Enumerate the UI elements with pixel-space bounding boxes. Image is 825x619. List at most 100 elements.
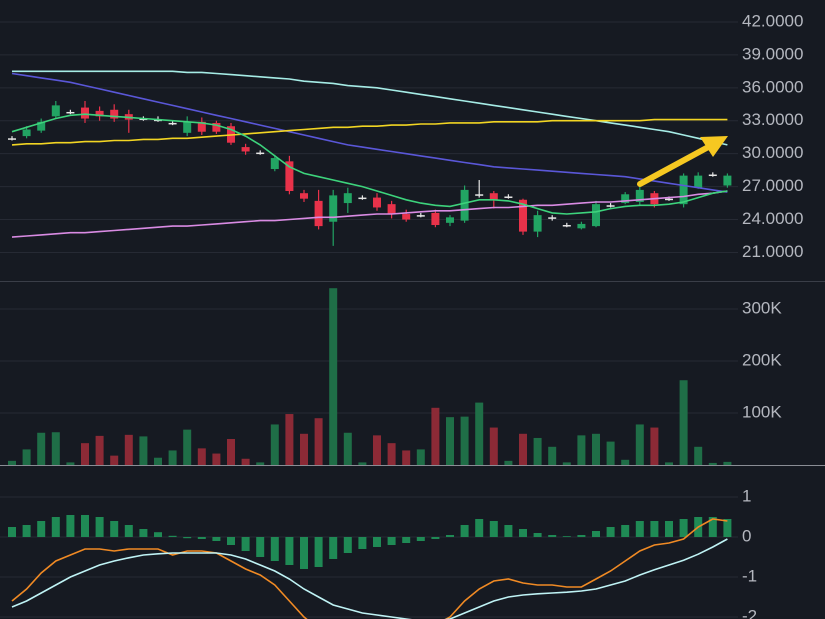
volume-bar xyxy=(489,427,498,465)
volume-bar xyxy=(124,434,133,465)
macd-histogram-bar xyxy=(139,529,148,537)
volume-bar xyxy=(416,449,425,465)
candle-body xyxy=(460,189,469,221)
macd-histogram-bar xyxy=(81,515,89,537)
candle-body xyxy=(314,200,323,227)
volume-bar xyxy=(592,433,600,465)
line-series xyxy=(11,518,728,619)
volume-bar xyxy=(621,459,630,465)
macd-histogram-bar xyxy=(168,535,177,537)
macd-histogram-bar xyxy=(460,525,469,537)
macd-histogram-bar xyxy=(416,537,425,541)
y-tick-label: -1 xyxy=(742,566,757,585)
candle-body xyxy=(533,215,542,232)
candle-body xyxy=(285,161,294,191)
volume-bar xyxy=(358,462,367,465)
candle-body xyxy=(22,129,31,137)
macd-histogram-bar xyxy=(154,532,162,537)
macd-histogram-bar xyxy=(723,519,732,537)
y-tick-label: 24.0000 xyxy=(742,209,803,228)
volume-bar xyxy=(694,446,703,465)
candle-body xyxy=(402,214,411,220)
macd-histogram-bar xyxy=(285,537,294,565)
macd-histogram-bar xyxy=(533,533,542,537)
y-tick-label: 300K xyxy=(742,298,782,317)
macd-histogram-bar xyxy=(329,537,338,559)
volume-bar xyxy=(110,455,119,465)
macd-histogram-bar xyxy=(446,535,454,537)
y-tick-label: 33.0000 xyxy=(742,110,803,129)
candle-body xyxy=(270,158,279,170)
candle-body xyxy=(431,212,440,226)
y-tick-label: 36.0000 xyxy=(742,77,803,96)
macd-histogram-bar xyxy=(8,527,16,537)
volume-bar xyxy=(548,446,557,465)
volume-bar xyxy=(665,462,673,465)
macd-histogram-bar xyxy=(548,535,557,537)
volume-bar xyxy=(95,435,104,465)
macd-histogram-bar xyxy=(124,525,133,537)
volume-bar xyxy=(519,433,527,465)
y-tick-label: 39.0000 xyxy=(742,44,803,63)
macd-histogram-bar xyxy=(475,519,484,537)
candle-body xyxy=(197,121,206,132)
candle-body xyxy=(635,189,644,202)
macd-histogram-bar xyxy=(197,537,206,539)
macd-histogram-bar xyxy=(314,537,323,567)
y-tick-label: 30.0000 xyxy=(742,143,803,162)
volume-bar xyxy=(533,437,542,465)
trend-arrow xyxy=(637,136,728,187)
volume-bar xyxy=(8,460,16,465)
volume-bar xyxy=(139,436,148,465)
macd-histogram-bar xyxy=(183,537,192,539)
candle-body xyxy=(241,147,250,152)
volume-bar xyxy=(66,462,75,465)
macd-histogram-bar xyxy=(504,525,513,537)
line-series xyxy=(11,72,728,193)
macd-histogram-bar xyxy=(37,521,46,537)
volume-bar xyxy=(314,418,323,465)
candle-body xyxy=(475,194,484,196)
macd-histogram-bar xyxy=(562,536,571,537)
candle-body xyxy=(110,109,119,119)
volume-bar xyxy=(387,443,396,465)
macd-histogram-bar xyxy=(402,537,411,543)
volume-bar xyxy=(300,433,308,465)
candle-body xyxy=(51,105,60,117)
volume-bar xyxy=(329,288,338,465)
y-tick-label: -2 xyxy=(742,606,757,619)
candle-body xyxy=(373,197,381,208)
line-series xyxy=(11,118,728,146)
candle-body xyxy=(256,152,265,155)
candle-body xyxy=(329,195,338,222)
y-tick-label: 42.0000 xyxy=(742,11,803,30)
macd-histogram-bar xyxy=(212,537,221,541)
macd-histogram-bar xyxy=(650,521,659,537)
macd-histogram-bar xyxy=(51,517,60,537)
candle-body xyxy=(577,223,586,229)
volume-bar xyxy=(168,450,177,465)
volume-bar xyxy=(81,443,89,465)
line-series xyxy=(11,190,728,238)
candle-body xyxy=(592,204,600,227)
y-tick-label: 1 xyxy=(742,486,751,505)
candle-body xyxy=(66,111,75,114)
macd-histogram-bar xyxy=(300,537,308,569)
macd-histogram-bar xyxy=(241,537,250,551)
volume-bar xyxy=(460,416,469,465)
volume-bar xyxy=(723,461,732,465)
volume-bar xyxy=(446,417,454,465)
candle-body xyxy=(708,174,717,177)
line-series xyxy=(11,113,728,215)
volume-bar xyxy=(197,448,206,465)
macd-histogram-bar xyxy=(373,537,381,547)
volume-bar xyxy=(154,457,162,465)
candle-body xyxy=(168,122,177,125)
volume-bar xyxy=(212,453,221,465)
macd-histogram-bar xyxy=(621,525,630,537)
macd-histogram-bar xyxy=(679,519,688,537)
macd-histogram-bar xyxy=(577,535,586,537)
candle-body xyxy=(548,217,557,219)
